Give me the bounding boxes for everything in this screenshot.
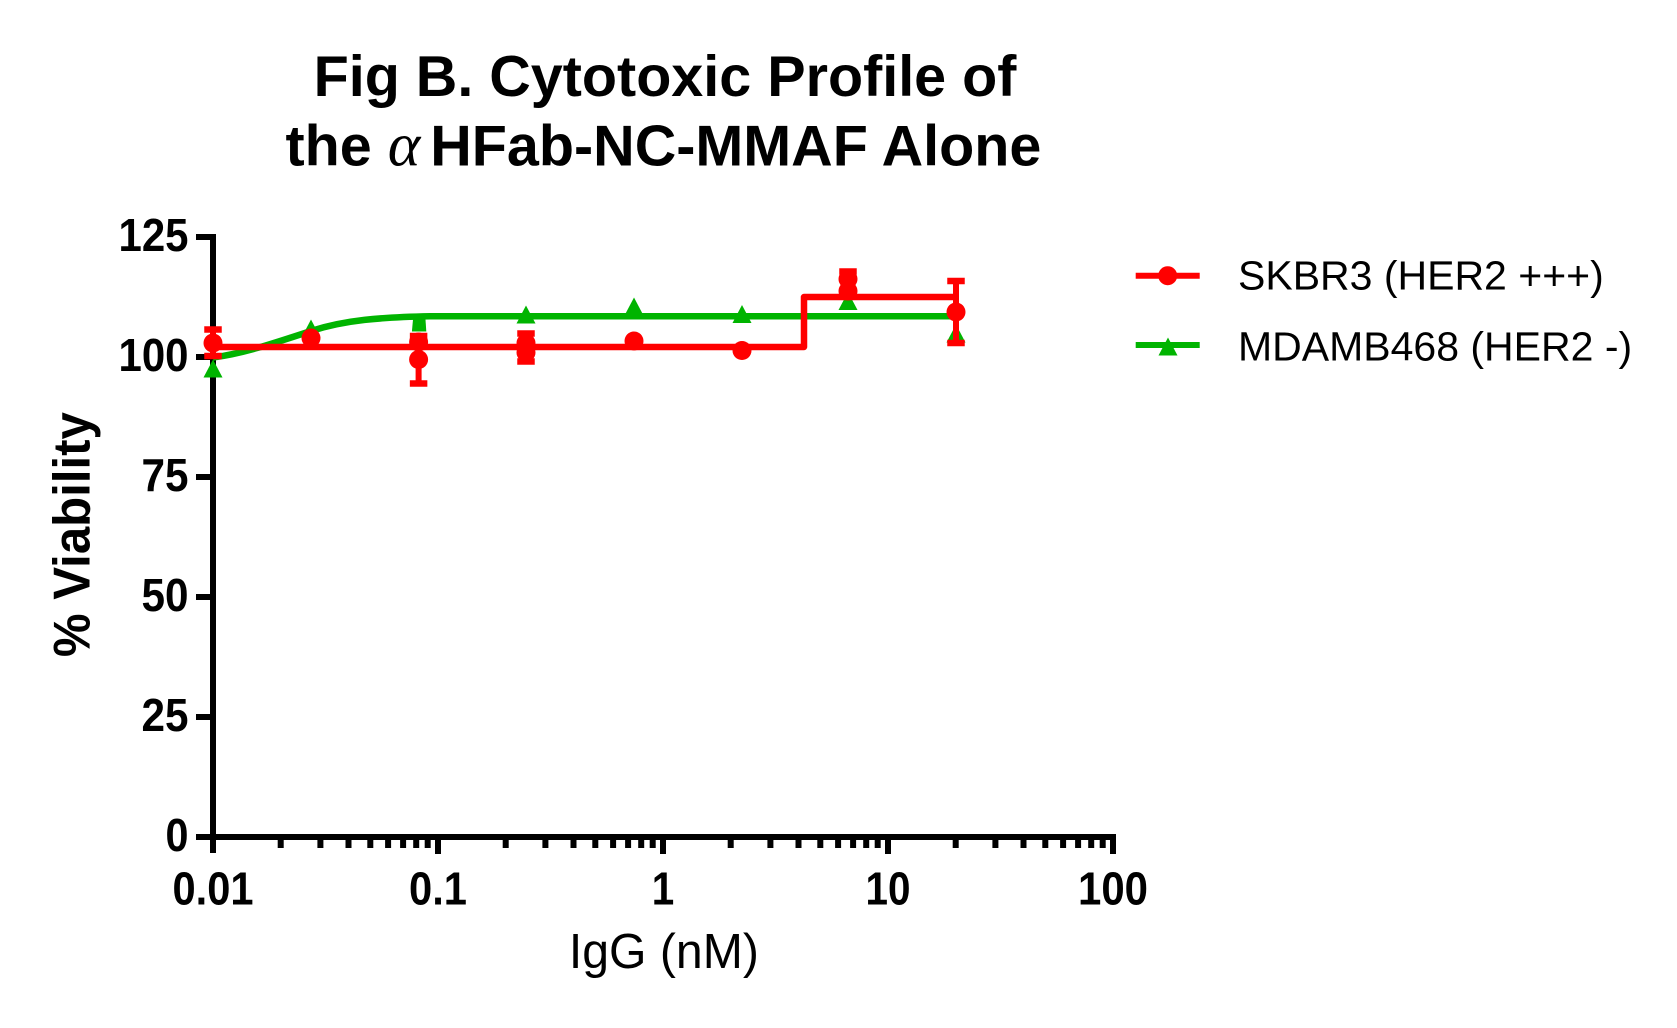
svg-text:50: 50 [142, 569, 189, 621]
svg-text:75: 75 [142, 449, 189, 501]
svg-text:100: 100 [119, 329, 189, 381]
svg-text:% Viability: % Viability [43, 412, 101, 657]
svg-text:Fig B. Cytotoxic Profile of: Fig B. Cytotoxic Profile of [314, 45, 1018, 109]
svg-text:0.01: 0.01 [173, 863, 254, 915]
svg-text:100: 100 [1078, 863, 1148, 915]
svg-text:1: 1 [652, 863, 675, 915]
svg-text:SKBR3 (HER2 +++): SKBR3 (HER2 +++) [1238, 253, 1604, 299]
svg-text:MDAMB468 (HER2 -): MDAMB468 (HER2 -) [1238, 324, 1632, 370]
svg-text:0: 0 [166, 809, 189, 861]
svg-text:10: 10 [866, 863, 911, 915]
svg-text:25: 25 [142, 689, 189, 741]
svg-text:125: 125 [119, 209, 189, 261]
svg-text:IgG (nM): IgG (nM) [569, 924, 759, 979]
svg-text:0.1: 0.1 [409, 863, 467, 915]
